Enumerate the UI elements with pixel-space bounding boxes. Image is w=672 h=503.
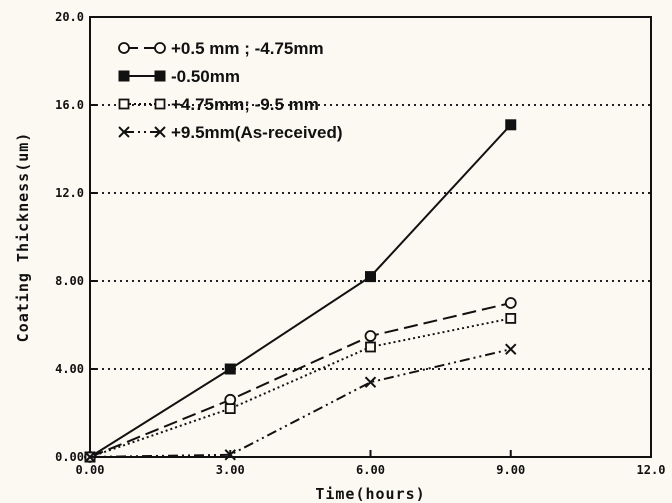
series-1 [84,119,517,463]
grid [90,104,651,370]
series-lines [84,119,517,463]
y-tick-label-0: 0.00 [55,450,84,464]
legend-entry-0: +0.5 mm ; -4.75mm [118,39,324,58]
legend-marker-right-0 [154,42,166,54]
series-3-point-1 [224,449,236,461]
x-tick-label-2: 6.00 [356,463,385,477]
series-0-point-2 [364,330,377,342]
legend-marker-left-3 [118,126,130,138]
y-tick-label-1: 4.00 [55,362,84,376]
y-tick-label-4: 16.0 [55,98,84,112]
series-0-point-3 [504,297,517,309]
series-0-line [89,302,511,458]
series-1-point-1 [224,363,236,375]
legend-entry-3: +9.5mm(As-received) [118,123,343,142]
axis-ticks: 0.00 3.00 6.00 9.00 12.0 0.00 4.00 8.00 12.0 16.0… [55,10,665,477]
legend-marker-left-1 [118,70,130,82]
y-tick-label-2: 8.00 [55,274,84,288]
series-2-point-1 [224,403,236,415]
legend-marker-right-2 [154,98,166,110]
x-tick-label-3: 9.00 [496,463,525,477]
series-3-point-2 [364,376,377,388]
series-2 [84,312,517,463]
legend-marker-left-0 [118,42,130,54]
series-3-point-3 [505,343,517,355]
series-3-line [89,348,511,458]
legend-label-2: +4.75mm; -9.5 mm [171,95,319,114]
series-1-line [89,124,512,458]
legend-marker-left-2 [118,98,130,110]
series-1-point-3 [505,119,517,131]
series-2-point-2 [365,341,376,353]
legend-label-3: +9.5mm(As-received) [171,123,343,142]
x-tick-label-1: 3.00 [216,463,245,477]
series-1-point-2 [365,271,376,283]
x-tick-label-0: 0.00 [76,463,105,477]
series-3 [84,343,517,463]
y-tick-label-5: 20.0 [55,10,84,24]
legend-marker-right-3 [154,126,166,138]
y-axis-label: Coating Thickness(um) [14,132,32,343]
legend-entry-2: +4.75mm; -9.5 mm [118,95,319,114]
y-tick-label-3: 12.0 [55,186,84,200]
legend-entry-1: -0.50mm [118,67,240,86]
legend-label-0: +0.5 mm ; -4.75mm [171,39,324,58]
series-2-point-3 [505,312,517,324]
legend: +0.5 mm ; -4.75mm -0.50mm +4.75mm; -9.5 mm… [118,39,343,142]
series-3-point-0 [84,451,96,463]
legend-marker-right-1 [154,70,166,82]
x-tick-label-4: 12.0 [637,463,666,477]
series-2-line [89,317,511,458]
x-axis-label: Time(hours) [315,485,425,503]
legend-label-1: -0.50mm [171,67,240,86]
